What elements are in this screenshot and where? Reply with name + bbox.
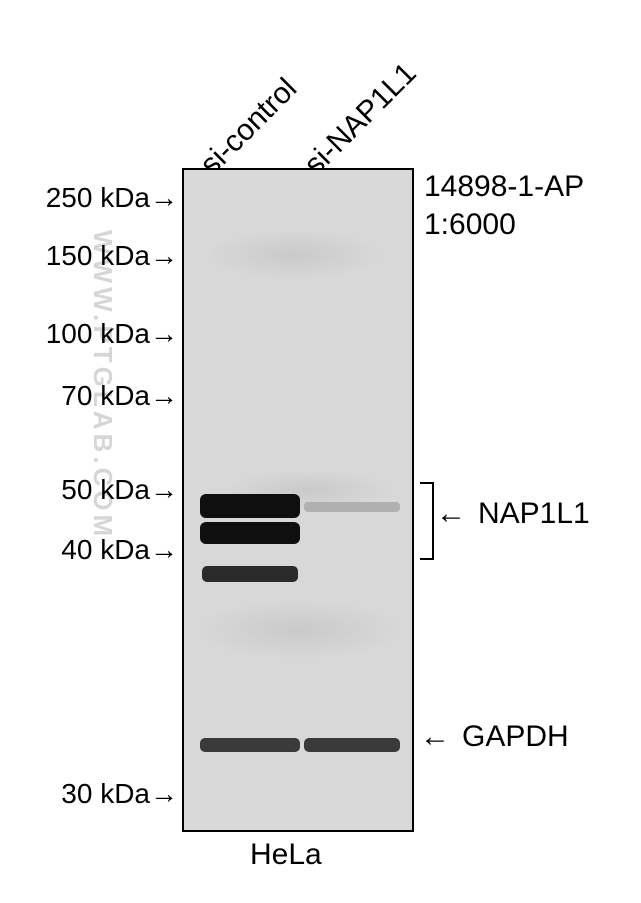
lane-labels-group: si-control si-NAP1L1 xyxy=(0,0,641,170)
arrow-right-icon: → xyxy=(150,534,178,566)
noise-spot xyxy=(194,600,404,660)
marker-150: 150 kDa→ xyxy=(46,240,178,272)
band-nap1l1-lower-control xyxy=(202,566,298,582)
marker-text: 100 kDa xyxy=(46,318,150,349)
arrow-right-icon: → xyxy=(150,474,178,506)
loading-control-label: GAPDH xyxy=(462,720,569,754)
lane-label-treatment: si-NAP1L1 xyxy=(298,57,423,182)
lane-label-control: si-control xyxy=(194,72,304,182)
marker-text: 250 kDa xyxy=(46,182,150,213)
cell-line-label: HeLa xyxy=(250,838,322,872)
marker-text: 50 kDa xyxy=(61,474,150,505)
marker-text: 30 kDa xyxy=(61,778,150,809)
arrow-right-icon: → xyxy=(150,778,178,810)
marker-text: 150 kDa xyxy=(46,240,150,271)
marker-100: 100 kDa→ xyxy=(46,318,178,350)
blot-membrane xyxy=(182,168,414,832)
marker-50: 50 kDa→ xyxy=(61,474,178,506)
marker-250: 250 kDa→ xyxy=(46,182,178,214)
noise-spot xyxy=(204,230,384,280)
bracket-nap1l1 xyxy=(420,482,434,560)
arrow-right-icon: → xyxy=(150,240,178,272)
band-gapdh-control xyxy=(200,738,300,752)
figure-container: WWW.PTGLAB.COM si-control si-NAP1L1 250 … xyxy=(0,0,641,903)
marker-30: 30 kDa→ xyxy=(61,778,178,810)
marker-text: 70 kDa xyxy=(61,380,150,411)
antibody-id: 14898-1-AP xyxy=(424,170,584,204)
arrow-left-icon: ← xyxy=(420,720,450,754)
arrow-left-icon: ← xyxy=(436,497,466,531)
band-nap1l1-mid-control xyxy=(200,522,300,544)
marker-40: 40 kDa→ xyxy=(61,534,178,566)
band-gapdh-knockdown xyxy=(304,738,400,752)
target-label: NAP1L1 xyxy=(478,497,590,531)
arrow-right-icon: → xyxy=(150,182,178,214)
marker-70: 70 kDa→ xyxy=(61,380,178,412)
marker-text: 40 kDa xyxy=(61,534,150,565)
antibody-dilution: 1:6000 xyxy=(424,208,516,242)
arrow-right-icon: → xyxy=(150,380,178,412)
band-nap1l1-upper-control xyxy=(200,494,300,518)
band-nap1l1-knockdown xyxy=(304,502,400,512)
arrow-right-icon: → xyxy=(150,318,178,350)
